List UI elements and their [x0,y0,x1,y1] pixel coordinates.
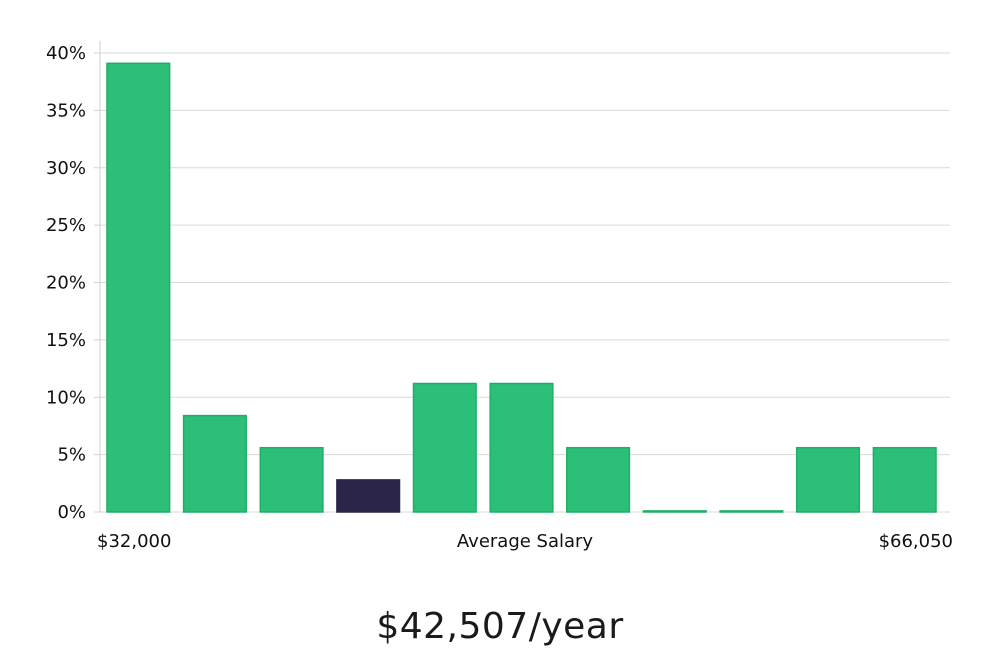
y-tick-label: 35% [46,100,86,121]
x-max-label: $66,050 [879,531,953,552]
bar [795,446,861,513]
x-center-label: Average Salary [457,531,594,552]
bar [566,446,631,513]
y-tick-label: 40% [46,43,86,64]
salary-histogram: 0% 5% 10% 15% 20% 25% 30% 35% 40% $32,000 Averag… [46,41,953,552]
y-tick-label: 0% [57,502,86,523]
y-tick-label: 25% [46,215,86,236]
bar [412,382,477,513]
bar [182,414,247,513]
bar [872,446,937,513]
bar [719,510,784,513]
y-tick-label: 15% [46,330,86,351]
bar [642,510,707,513]
y-tick-label: 20% [46,273,86,294]
y-tick-label: 10% [46,387,86,408]
y-tick-label: 5% [57,445,86,466]
y-tick-label: 30% [46,158,86,179]
average-salary: $42,507/year [376,606,624,647]
bar [106,62,171,513]
y-axis-ticks: 0% 5% 10% 15% 20% 25% 30% 35% 40% [46,43,100,523]
x-min-label: $32,000 [97,531,171,552]
highlighted-bar [336,479,401,513]
bar-layer [106,62,937,513]
bar [259,446,324,513]
bar [489,382,554,513]
